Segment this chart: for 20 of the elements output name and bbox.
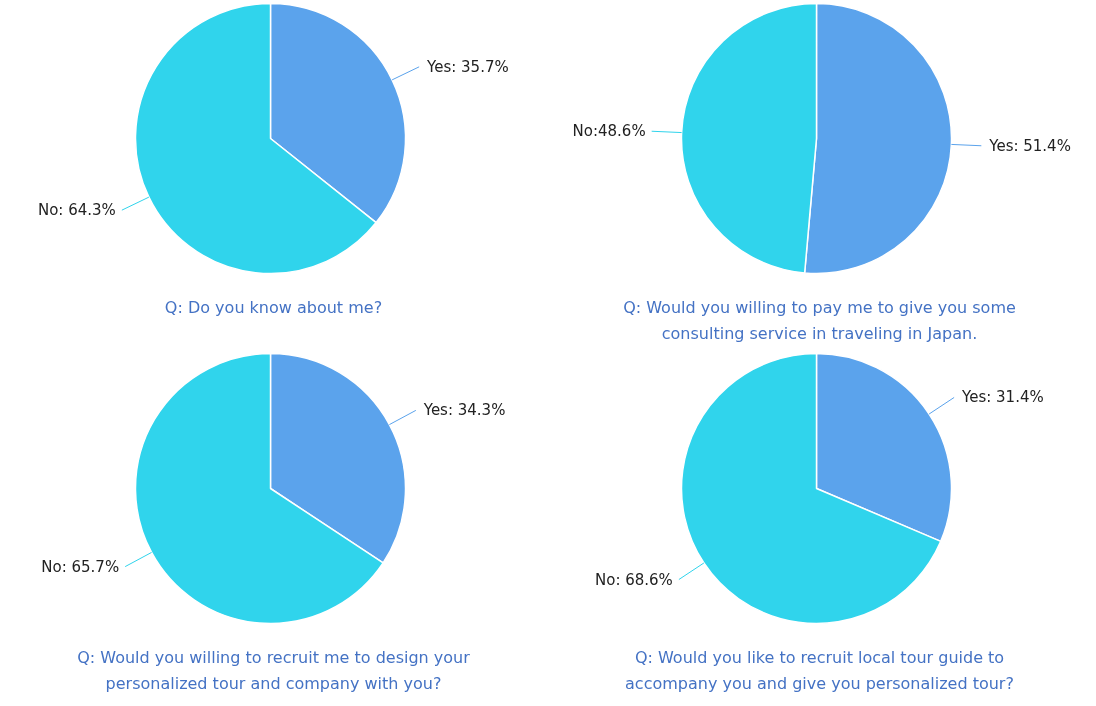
data-label: : 31.4%	[986, 388, 1044, 407]
data-label: :48.6%	[592, 122, 646, 141]
legend-label: Yes	[422, 401, 449, 420]
text: Q: Would you like to recruit local tour guide to accompany you and give you personalized tour?	[625, 648, 1014, 693]
slice-label: No	[37, 201, 59, 220]
slice-label: Yes	[988, 136, 1014, 155]
data-label: : 64.3%	[58, 201, 116, 220]
data-label: : 34.3%	[447, 401, 506, 420]
data-label: : 65.7%	[61, 557, 120, 576]
slice-label: No	[594, 570, 616, 589]
slice-label: No	[41, 557, 62, 576]
text: Q: Would you willing to recruit me to design your personalized tour and company with you?	[77, 648, 471, 693]
slice-label: Yes	[426, 57, 452, 76]
data-label: : 68.6%	[615, 570, 673, 589]
data-label: : 35.7%	[451, 57, 509, 76]
slice-label: No	[572, 122, 593, 141]
text: Q: Do you know about me?	[164, 298, 383, 317]
data-label: : 51.4%	[1013, 136, 1071, 155]
text: Q: Would you willing to pay me to give you some consulting service in traveling in Japan.	[623, 298, 1016, 343]
legend-label: Yes	[961, 388, 987, 407]
